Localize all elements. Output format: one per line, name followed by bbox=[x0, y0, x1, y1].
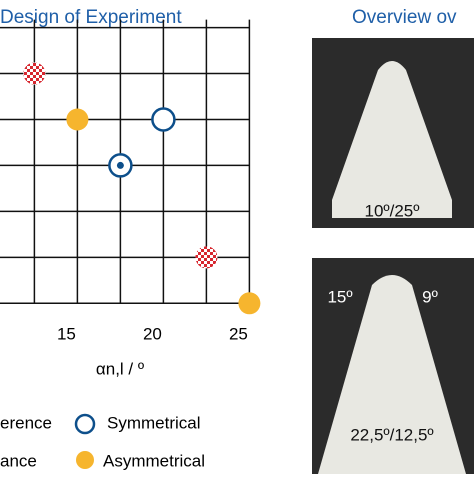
overview-title: Overview ov bbox=[352, 7, 457, 28]
legend-label: ance bbox=[0, 451, 37, 470]
photo-label: 9º bbox=[422, 287, 438, 306]
legend-marker bbox=[76, 451, 94, 469]
x-tick-label: 20 bbox=[143, 324, 162, 343]
x-tick-label: 15 bbox=[57, 324, 76, 343]
x-axis-label: αn,l / º bbox=[96, 359, 144, 378]
legend-label: Asymmetrical bbox=[103, 451, 205, 470]
legend-label: Symmetrical bbox=[107, 413, 201, 432]
x-tick-label: 25 bbox=[229, 324, 248, 343]
photo-label: 10º/25º bbox=[365, 201, 420, 220]
point bbox=[23, 62, 46, 85]
specimen bbox=[318, 275, 466, 474]
legend-label: erence bbox=[0, 413, 52, 432]
legend-marker bbox=[74, 413, 96, 435]
point bbox=[195, 246, 218, 269]
photo-label: 15º bbox=[327, 287, 352, 306]
chart-title: Design of Experiment bbox=[0, 7, 182, 28]
point-dot bbox=[116, 161, 124, 169]
photo-label: 22,5º/12,5º bbox=[350, 425, 433, 444]
point bbox=[66, 108, 89, 131]
point bbox=[151, 107, 176, 132]
point bbox=[238, 292, 261, 315]
specimen bbox=[332, 61, 452, 218]
